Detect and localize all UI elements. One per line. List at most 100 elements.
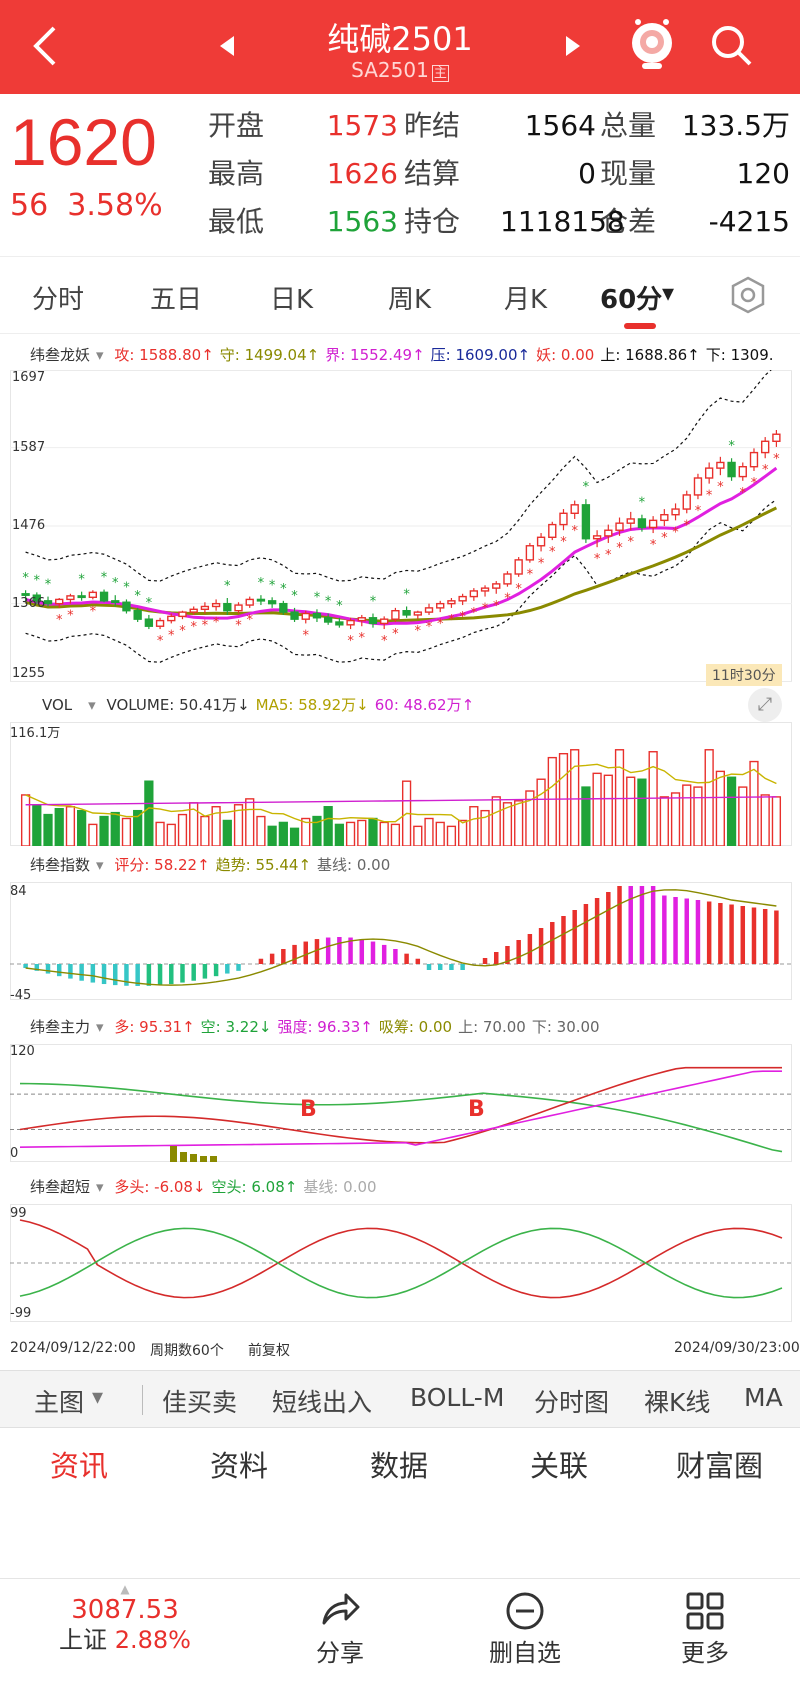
volume-bar <box>289 827 300 846</box>
indicator-strip-item[interactable]: BOLL-M <box>410 1383 505 1412</box>
candle <box>704 462 714 484</box>
chevron-down-icon[interactable]: ▾ <box>662 279 675 307</box>
signal-marker: * <box>549 545 556 560</box>
param-arrow: ↑ <box>182 1018 195 1036</box>
signal-marker: * <box>639 496 646 511</box>
candle <box>200 602 210 614</box>
tab-4[interactable]: 周K <box>388 285 432 315</box>
main-indicator-label: 纬叁龙妖 ▾ 攻: 1588.80↑ 守: 1499.04↑ 界: 1552.49↑ 压… <box>30 344 786 365</box>
search-icon <box>712 26 752 66</box>
info-tab[interactable]: 数据 <box>370 1449 429 1483</box>
param-value: 空头: 6.08 <box>211 1178 285 1196</box>
share-button[interactable]: 分享 <box>290 1591 390 1668</box>
back-button[interactable] <box>20 18 70 74</box>
volume-bar <box>32 804 42 846</box>
param-value: 压: 1609.00 <box>430 346 518 364</box>
indicator-strip-item[interactable]: 主图 <box>34 1388 85 1417</box>
candle <box>626 511 635 531</box>
volume-bar <box>267 825 277 846</box>
volume-panel[interactable] <box>10 722 792 846</box>
signal-marker: * <box>616 541 623 556</box>
short-label: 纬叁超短 ▾ 多头: -6.08↓ 空头: 6.08↑ 基线: 0.00 <box>30 1178 377 1196</box>
param-arrow: ↓ <box>356 696 369 714</box>
candle <box>671 503 680 521</box>
main-indicator-name[interactable]: 纬叁龙妖 <box>30 346 91 364</box>
volume-bar <box>133 809 143 846</box>
more-button[interactable]: 更多 <box>660 1591 750 1668</box>
index-widget[interactable]: ▲ 3087.53 上证 2.88% <box>40 1583 210 1655</box>
indicator-strip-item[interactable]: 分时图 <box>534 1388 610 1417</box>
param-arrow: ↑ <box>360 1018 373 1036</box>
share-icon <box>322 1593 360 1625</box>
signal-marker: * <box>583 480 590 495</box>
quote-row: 最低 持仓 仓差 1563 1118158 -4215 <box>0 202 800 242</box>
candle <box>648 516 658 534</box>
param-value: 上: 1688.86 <box>600 346 688 364</box>
quote-row: 开盘 昨结 总量 1573 1564 133.5万 <box>0 106 800 146</box>
param-value: 下: 1309. <box>705 346 774 364</box>
expand-chart-button[interactable]: ⤢ <box>748 688 782 722</box>
volume-bar <box>670 792 681 846</box>
next-icon <box>566 36 580 56</box>
candle <box>592 530 602 548</box>
candle <box>424 603 434 615</box>
quote-label: 现量 <box>600 157 657 190</box>
info-tab[interactable]: 财富圈 <box>676 1449 764 1483</box>
tab-3[interactable]: 日K <box>270 285 314 315</box>
volume-bar <box>491 796 501 846</box>
short-short-line <box>19 1227 783 1299</box>
chevron-down-icon[interactable]: ▾ <box>88 696 96 714</box>
quote-value: 1564 <box>524 109 596 142</box>
tab-1[interactable]: 分时 <box>32 285 85 315</box>
info-tab[interactable]: 关联 <box>530 1449 589 1483</box>
param-value: 界: 1552.49 <box>325 346 413 364</box>
long-short-line <box>19 1219 783 1299</box>
candle <box>727 458 736 481</box>
indicator-strip-item[interactable]: 佳买卖 <box>162 1388 238 1417</box>
indicator-param: 多头: -6.08↓ <box>114 1178 205 1196</box>
info-tab[interactable]: 资料 <box>210 1449 269 1483</box>
candle <box>99 589 109 603</box>
tab-2[interactable]: 五日 <box>150 285 203 315</box>
signal-marker: * <box>560 535 567 550</box>
chevron-down-icon[interactable]: ▾ <box>96 1178 104 1196</box>
tab-5[interactable]: 月K <box>504 285 548 315</box>
signal-marker: * <box>34 573 41 588</box>
robot-assistant-button[interactable] <box>624 14 680 74</box>
index-panel[interactable] <box>10 882 792 1000</box>
index-axis-bottom: -45 <box>10 988 32 1003</box>
signal-marker: * <box>684 518 691 533</box>
indicator-strip-item[interactable]: MA <box>744 1383 783 1412</box>
settings-button[interactable] <box>728 275 768 315</box>
quote-value: 1118158 <box>500 205 625 238</box>
search-button[interactable] <box>704 18 760 74</box>
volume-bar <box>592 772 602 846</box>
indicator-strip-item[interactable]: 短线出入 <box>272 1388 373 1417</box>
last-price: 1620 <box>10 105 157 179</box>
signal-marker: * <box>762 463 769 478</box>
hexagon-settings-icon <box>731 276 765 314</box>
prev-contract-button[interactable] <box>212 26 242 66</box>
force-panel[interactable] <box>10 1044 792 1162</box>
chevron-down-icon[interactable]: ▾ <box>96 856 104 874</box>
signal-marker: * <box>392 627 399 642</box>
chevron-down-icon[interactable]: ▾ <box>92 1385 104 1410</box>
signal-marker: * <box>538 556 545 571</box>
candle <box>536 533 546 552</box>
volume-bar <box>166 823 176 846</box>
next-contract-button[interactable] <box>558 26 588 66</box>
remove-watchlist-button[interactable]: 删自选 <box>470 1591 580 1668</box>
volume-bar <box>345 821 356 846</box>
param-value: 强度: 96.33 <box>277 1018 361 1036</box>
signal-marker: * <box>728 439 735 454</box>
signal-marker: * <box>594 552 601 567</box>
info-tab[interactable]: 资讯 <box>50 1449 109 1483</box>
chevron-down-icon[interactable]: ▾ <box>96 1018 104 1036</box>
grid-icon <box>686 1592 724 1630</box>
tab-6[interactable]: 60分 <box>600 285 663 315</box>
signal-marker: * <box>45 578 52 593</box>
indicator-strip-item[interactable]: 裸K线 <box>644 1388 711 1417</box>
candle <box>21 590 30 601</box>
chevron-down-icon[interactable]: ▾ <box>96 346 104 364</box>
param-arrow: ↑ <box>201 346 214 364</box>
